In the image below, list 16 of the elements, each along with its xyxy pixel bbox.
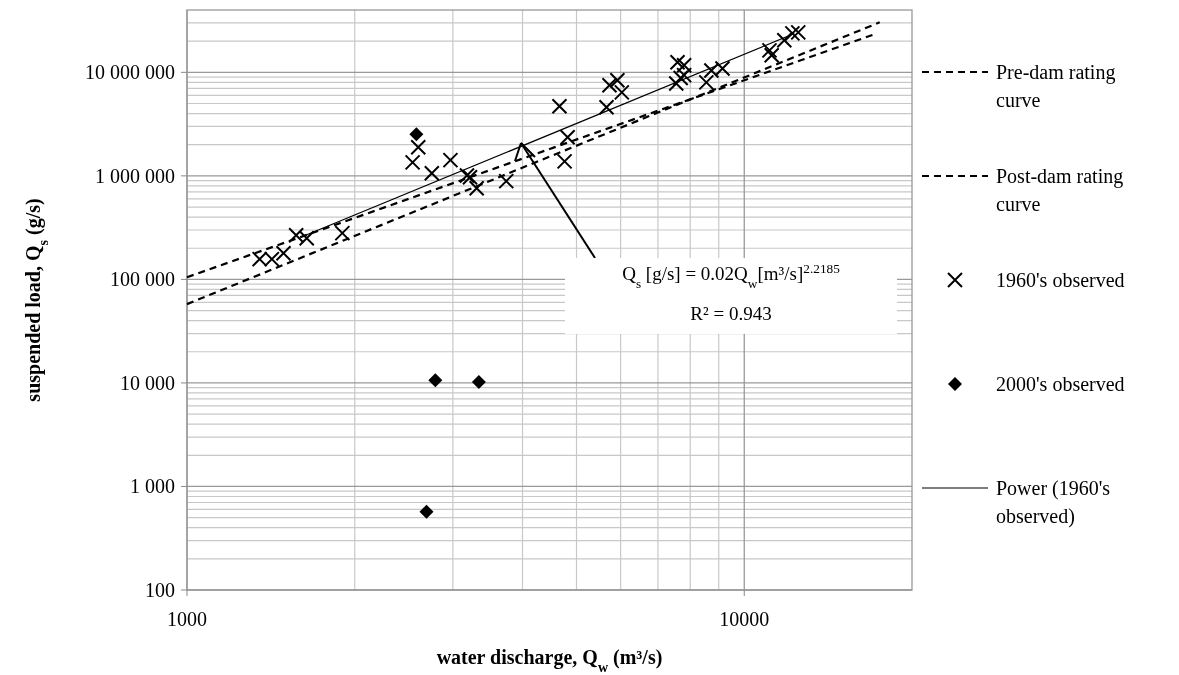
y-tick-label: 1 000 000	[95, 164, 175, 187]
legend-label: Pre-dam rating curve	[996, 61, 1116, 111]
legend-label: 2000's observed	[996, 373, 1125, 395]
y-tick-label: 10 000 000	[85, 61, 175, 84]
annotation: Q$_{s}$ [g/s] = 0.02Q$_{w}$[m³/s]$^{2.2185}$	[622, 260, 841, 291]
legend-label: 1960's observed	[996, 269, 1125, 291]
x-tick-label: 1000	[167, 608, 207, 630]
legend-label: Post-dam rating curve	[996, 165, 1124, 215]
y-tick-label: 1 000	[130, 475, 175, 498]
y-tick-label: 100 000	[110, 268, 175, 291]
annotation: R² = 0.943	[690, 303, 772, 324]
y-tick-label: 100	[145, 579, 175, 601]
y-tick-label: 10 000	[120, 371, 175, 394]
x-axis-title: water discharge, Q$_{w}$ (m³/s)	[436, 646, 663, 675]
x-tick-label: 10000	[719, 608, 770, 630]
legend-label: Power (1960's observed)	[996, 477, 1111, 528]
